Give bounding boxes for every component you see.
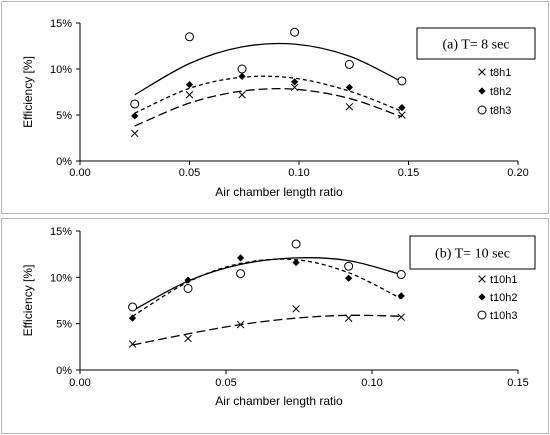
data-point-t10h1	[184, 334, 192, 343]
series-t10h1	[128, 305, 405, 348]
chart-panel-b: 0.00 0.05 0.10 0.15 0% 5% 10% 15% Air chamber le…	[21, 226, 536, 408]
series-t8h2	[131, 72, 406, 120]
data-point-t8h1	[185, 91, 194, 99]
data-point-t8h3	[344, 59, 354, 69]
series-t10h3	[128, 239, 406, 312]
data-point-t8h1	[290, 83, 299, 92]
x-tick-label-a: 0.00	[69, 167, 90, 179]
legend-label-t8h1: t8h1	[490, 67, 511, 79]
legend-label-t10h2: t10h2	[490, 292, 518, 304]
data-point-t8h1	[398, 111, 406, 119]
data-point-t10h2	[128, 314, 137, 322]
trendline-t8h1	[134, 88, 403, 127]
legend-label-t10h3: t10h3	[490, 310, 518, 322]
data-point-t10h3	[291, 239, 301, 249]
panel-label-b: (b) T= 10 sec	[435, 247, 510, 262]
data-point-t10h3	[128, 302, 138, 312]
chart-panel-a: 0.00 0.05 0.10 0.15 0.20 0% 5% 10% 15% Air chambe…	[21, 18, 536, 199]
data-point-t10h1	[344, 314, 353, 322]
legend-entry-t8h1: t8h1	[478, 67, 511, 79]
data-point-t10h2	[237, 254, 245, 262]
legend-marker-t10h2	[478, 293, 486, 301]
data-point-t10h1	[397, 313, 405, 321]
x-tick-label-a: 0.20	[507, 167, 528, 179]
legend-label-t10h1: t10h1	[490, 274, 518, 286]
panel-label-box-b	[409, 235, 536, 270]
legend-marker-t10h3	[477, 310, 487, 320]
legend-marker-t8h1	[478, 68, 486, 76]
data-point-t8h2	[131, 112, 139, 120]
data-point-t8h3	[130, 99, 140, 109]
legend-marker-t8h2	[478, 87, 486, 95]
data-point-t10h2	[397, 292, 405, 300]
x-axis-title-b: Air chamber length ratio	[215, 394, 343, 408]
legend-label-t8h3: t8h3	[490, 105, 511, 117]
x-tick-label-a: 0.15	[398, 167, 419, 179]
data-point-t10h1	[128, 340, 137, 348]
data-point-t8h2	[345, 83, 353, 91]
panel-label-box-a	[416, 27, 536, 60]
data-point-t10h2	[292, 258, 300, 267]
legend-entry-t10h2: t10h2	[478, 292, 518, 304]
legend-entry-t10h3: t10h3	[477, 310, 518, 322]
data-point-t8h1	[345, 102, 354, 111]
trendline-t8h3	[134, 42, 403, 96]
data-point-t8h2	[185, 81, 194, 89]
data-point-t8h2	[238, 72, 246, 80]
x-tick-label-b: 0.10	[361, 377, 382, 389]
y-tick-label-b: 10%	[50, 272, 72, 284]
data-point-t8h3	[237, 64, 247, 74]
y-tick-label-a: 0%	[56, 156, 72, 168]
data-point-t8h1	[238, 91, 246, 99]
data-point-t10h2	[345, 274, 353, 282]
x-tick-label-b: 0.00	[69, 377, 90, 389]
series-t8h3	[130, 27, 407, 109]
series-t8h1	[130, 83, 406, 138]
y-tick-label-b: 0%	[56, 365, 72, 377]
x-tick-label-b: 0.05	[215, 377, 236, 389]
data-point-t10h1	[292, 305, 300, 313]
data-point-t10h3	[396, 270, 406, 280]
data-point-t10h3	[183, 283, 193, 293]
data-point-t8h2	[291, 78, 299, 86]
data-point-t10h3	[344, 261, 354, 271]
legend-label-t8h2: t8h2	[490, 86, 511, 98]
y-tick-label-a: 15%	[50, 18, 72, 30]
legend-marker-t10h1	[478, 275, 486, 283]
x-tick-label-a: 0.10	[288, 167, 309, 179]
data-point-t8h3	[185, 32, 194, 42]
y-axis-title-a: Efficiency [%]	[21, 56, 35, 128]
trendline-t10h3	[132, 257, 402, 312]
legend-entry-t8h3: t8h3	[477, 105, 511, 117]
data-point-t10h3	[236, 269, 246, 279]
y-tick-label-b: 5%	[56, 319, 72, 331]
trendline-t8h2	[134, 75, 403, 114]
data-point-t10h1	[236, 320, 245, 329]
data-point-t8h3	[290, 27, 300, 37]
y-tick-label-b: 15%	[50, 226, 72, 238]
y-tick-label-a: 10%	[50, 64, 72, 76]
x-tick-label-b: 0.15	[507, 377, 528, 389]
y-tick-label-a: 5%	[56, 110, 72, 122]
data-point-t8h1	[130, 129, 139, 138]
legend-entry-t8h2: t8h2	[478, 86, 511, 98]
x-tick-label-a: 0.05	[179, 167, 200, 179]
data-point-t8h3	[397, 76, 407, 86]
panel-label-a: (a) T= 8 sec	[442, 38, 509, 53]
legend-entry-t10h1: t10h1	[478, 274, 518, 286]
y-axis-title-b: Efficiency [%]	[21, 265, 35, 337]
data-point-t8h2	[398, 104, 406, 112]
x-axis-title-a: Air chamber length ratio	[215, 185, 343, 199]
legend-marker-t8h3	[477, 105, 487, 115]
trendline-t10h1	[132, 314, 402, 346]
